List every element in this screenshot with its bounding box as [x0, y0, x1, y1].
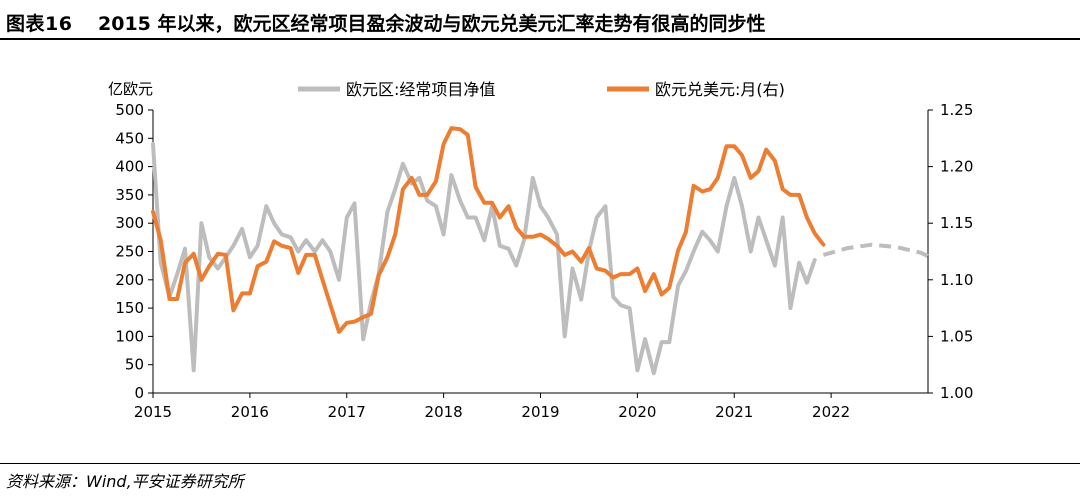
y-left-tick-label: 350 — [115, 186, 144, 204]
y-left-tick-label: 100 — [115, 327, 144, 345]
y-right-tick-label: 1.20 — [940, 158, 973, 176]
series-line-1 — [151, 126, 826, 334]
y-right-tick-label: 1.10 — [940, 271, 973, 289]
figure-label: 图表16 — [6, 13, 73, 35]
x-tick-label: 2020 — [618, 403, 656, 421]
y-left-tick-label: 450 — [115, 129, 144, 147]
y-right-tick-label: 1.00 — [940, 384, 973, 402]
y-left-tick-label: 250 — [115, 243, 144, 261]
y-left-tick-label: 400 — [115, 158, 144, 176]
x-tick-label: 2021 — [715, 403, 753, 421]
x-tick-label: 2017 — [328, 403, 366, 421]
header-rule — [0, 38, 1080, 40]
y-left-tick-label: 300 — [115, 214, 144, 232]
x-tick-label: 2022 — [812, 403, 850, 421]
y-right-tick-label: 1.15 — [940, 214, 973, 232]
series-line-2 — [822, 242, 929, 258]
x-tick-label: 2016 — [231, 403, 269, 421]
source-note: 资料来源：Wind,平安证券研究所 — [6, 472, 244, 491]
figure-header: 图表16 2015 年以来，欧元区经常项目盈余波动与欧元兑美元汇率走势有很高的同… — [0, 0, 1080, 40]
y-left-tick-label: 150 — [115, 299, 144, 317]
y-left-axis-title: 亿欧元 — [108, 80, 153, 98]
y-left-tick-label: 50 — [125, 356, 144, 374]
chart-axes: 0 50 100 150 200 250 300 350 400 450 500 1.00 1.05 1.… — [108, 80, 973, 421]
y-left-tick-label: 200 — [115, 271, 144, 289]
footer-rule — [0, 463, 1080, 464]
legend-label-eurusd: 欧元兑美元:月(右) — [655, 80, 785, 99]
y-right-tick-label: 1.25 — [940, 101, 973, 119]
figure-title: 2015 年以来，欧元区经常项目盈余波动与欧元兑美元汇率走势有很高的同步性 — [98, 13, 766, 35]
y-left-tick-label: 500 — [115, 101, 144, 119]
legend-label-current-account: 欧元区:经常项目净值 — [346, 80, 495, 99]
chart-series — [151, 126, 929, 376]
y-left-tick-label: 0 — [134, 384, 144, 402]
x-tick-label: 2015 — [134, 403, 172, 421]
chart-legend: 欧元区:经常项目净值 欧元兑美元:月(右) — [298, 80, 785, 99]
x-tick-label: 2018 — [425, 403, 463, 421]
y-right-tick-label: 1.05 — [940, 327, 973, 345]
series-line-0 — [151, 142, 817, 376]
x-tick-label: 2019 — [521, 403, 559, 421]
